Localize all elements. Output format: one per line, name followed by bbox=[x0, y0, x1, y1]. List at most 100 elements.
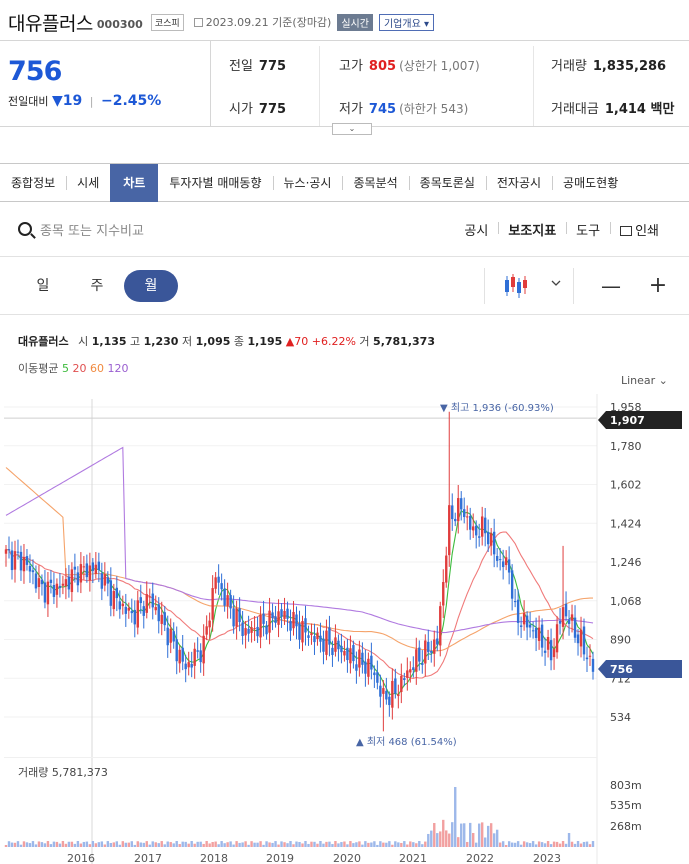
tab-overview[interactable]: 종합정보 bbox=[11, 176, 56, 190]
volume-bar bbox=[325, 841, 328, 847]
candle-body bbox=[519, 625, 523, 627]
candle-body bbox=[576, 634, 580, 644]
scale-dropdown[interactable]: Linear ⌄ bbox=[621, 374, 668, 387]
volume-bar bbox=[148, 844, 151, 847]
volume-bar bbox=[373, 841, 376, 847]
candle-body bbox=[292, 611, 295, 629]
candle-body bbox=[55, 583, 59, 595]
print-button[interactable]: 인쇄 bbox=[610, 220, 669, 239]
tab-investor-trading[interactable]: 투자자별 매매동향 bbox=[169, 176, 262, 190]
volume-bar bbox=[229, 841, 232, 847]
candle-body bbox=[82, 566, 86, 568]
price-chart[interactable]: 5347128901,0681,2461,4241,6021,7801,9588… bbox=[0, 394, 689, 864]
candle-body bbox=[109, 580, 113, 606]
zoom-in-button[interactable]: + bbox=[648, 273, 668, 298]
candle-body bbox=[79, 564, 83, 583]
volume-bar bbox=[211, 842, 214, 847]
ma-label: 이동평균 bbox=[18, 362, 59, 375]
volume-bar bbox=[217, 844, 220, 847]
candle-body bbox=[421, 663, 424, 665]
tab-quotes[interactable]: 시세 bbox=[66, 164, 110, 202]
volume-bar bbox=[25, 842, 29, 847]
tab-chart[interactable]: 차트 bbox=[110, 164, 159, 202]
price-tick-label: 1,780 bbox=[610, 440, 642, 453]
prev-close-value: 775 bbox=[258, 59, 287, 74]
volume-bar bbox=[448, 833, 451, 847]
volume-bar bbox=[265, 841, 268, 847]
candle-body bbox=[460, 498, 463, 510]
candle-body bbox=[322, 638, 325, 652]
realtime-button[interactable]: 실시간 bbox=[337, 13, 373, 31]
volume-bar bbox=[391, 844, 394, 847]
volume-bar bbox=[582, 841, 586, 847]
search-input[interactable]: 종목 또는 지수비교 bbox=[40, 223, 144, 239]
candle-body bbox=[169, 628, 172, 643]
volume-bar bbox=[540, 842, 544, 847]
candle-body bbox=[232, 608, 235, 627]
tool-button[interactable]: 도구 bbox=[566, 220, 610, 239]
candle-body bbox=[106, 577, 110, 584]
indicator-button[interactable]: 보조지표 bbox=[498, 220, 566, 239]
divider bbox=[0, 256, 689, 257]
change-value: 19 bbox=[62, 93, 83, 109]
ohlc-low: 1,095 bbox=[195, 335, 231, 348]
candle-body bbox=[76, 572, 80, 586]
volume-bar bbox=[76, 841, 80, 847]
ohlc-name: 대유플러스 bbox=[18, 335, 69, 348]
tab-analysis[interactable]: 종목분석 bbox=[342, 164, 408, 202]
volume-bar bbox=[190, 841, 193, 847]
divider bbox=[0, 40, 689, 41]
zoom-out-button[interactable]: — bbox=[601, 274, 621, 298]
candle-body bbox=[244, 628, 247, 636]
candle-body bbox=[373, 672, 376, 676]
price-block: 756 전일대비 ▼19 | −2.45% bbox=[0, 41, 211, 127]
ma20-label: 20 bbox=[72, 362, 87, 375]
chart-type-dropdown[interactable] bbox=[484, 268, 574, 304]
candle-body bbox=[486, 531, 490, 545]
disclosure-button[interactable]: 공시 bbox=[464, 223, 489, 239]
volume-bar bbox=[454, 787, 457, 847]
candle-body bbox=[187, 662, 190, 668]
volume-bar bbox=[492, 833, 496, 847]
ma5-line bbox=[5, 509, 594, 696]
candle-body bbox=[61, 583, 65, 586]
volume-bar bbox=[100, 841, 104, 847]
volume-bar bbox=[151, 841, 154, 847]
candle-body bbox=[582, 626, 586, 655]
volume-bar bbox=[172, 843, 175, 847]
volume-bar bbox=[67, 841, 71, 847]
year-tick-label: 2017 bbox=[134, 852, 162, 864]
period-month-button[interactable]: 월 bbox=[124, 270, 178, 302]
volume-bar bbox=[472, 833, 475, 847]
tab-news[interactable]: 뉴스·공시 bbox=[272, 164, 343, 202]
candle-body bbox=[307, 635, 310, 638]
candle-body bbox=[427, 641, 430, 653]
candle-body bbox=[262, 613, 265, 624]
volume-stat-value: 1,835,286 bbox=[592, 59, 667, 74]
volume-bar bbox=[154, 842, 157, 847]
volume-bar bbox=[537, 841, 541, 847]
moving-average-legend[interactable]: 이동평균 5 20 60 120 bbox=[18, 360, 128, 376]
candle-body bbox=[205, 626, 208, 635]
tab-disclosure[interactable]: 전자공시 bbox=[485, 164, 552, 202]
collapse-chevron-icon[interactable]: ⌄ bbox=[332, 123, 372, 135]
company-overview-dropdown[interactable]: 기업개요 ▾ bbox=[378, 13, 434, 31]
candle-body bbox=[22, 557, 26, 572]
candle-body bbox=[537, 627, 541, 641]
volume-bar bbox=[469, 822, 472, 847]
candle-body bbox=[283, 610, 286, 619]
year-tick-label: 2020 bbox=[333, 852, 361, 864]
period-week-button[interactable]: 주 bbox=[90, 278, 104, 294]
ohlc-open: 1,135 bbox=[91, 335, 127, 348]
candle-body bbox=[199, 650, 202, 663]
candle-body bbox=[19, 551, 23, 571]
candle-body bbox=[91, 562, 95, 571]
candle-body bbox=[436, 638, 439, 645]
tab-short-selling[interactable]: 공매도현황 bbox=[552, 164, 629, 202]
period-day-button[interactable]: 일 bbox=[36, 278, 50, 294]
volume-bar bbox=[289, 841, 292, 847]
candle-body bbox=[385, 690, 388, 700]
tab-discussion[interactable]: 종목토론실 bbox=[408, 164, 486, 202]
candle-body bbox=[253, 628, 256, 630]
compare-search[interactable]: 종목 또는 지수비교 bbox=[18, 214, 144, 244]
